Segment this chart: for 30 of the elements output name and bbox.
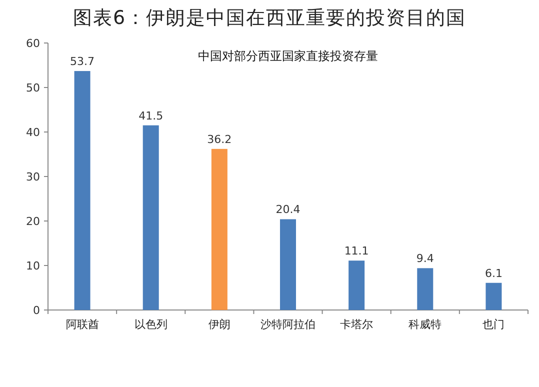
y-tick-label: 50 (26, 82, 40, 94)
data-label: 53.7 (70, 55, 95, 68)
bar (74, 71, 90, 310)
x-tick-label: 以色列 (134, 318, 168, 331)
bar (280, 219, 296, 310)
data-label: 6.1 (484, 266, 502, 280)
y-tick-label: 0 (33, 304, 40, 317)
bar (211, 148, 228, 310)
text: 中国对部分西亚国家直接投资存量 (198, 49, 378, 63)
y-tick-label: 40 (26, 126, 40, 139)
bar (417, 268, 434, 310)
y-tick-label: 20 (26, 215, 40, 228)
x-tick-label: 沙特阿拉伯 (260, 318, 316, 331)
data-label: 9.4 (416, 252, 434, 266)
data-label: 36.2 (207, 132, 232, 146)
bar (142, 125, 159, 310)
bar (486, 282, 502, 310)
x-tick-label: 阿联酋 (66, 318, 99, 331)
data-label: 20.4 (276, 203, 300, 216)
x-tick-label: 也门 (482, 318, 505, 331)
data-label: 41.5 (138, 109, 164, 122)
x-tick-label: 科威特 (408, 318, 442, 331)
y-tick-label: 30 (26, 170, 40, 184)
chart-title: 图表6：伊朗是中国在西亚重要的投资目的国 (72, 7, 466, 29)
x-tick-label: 伊朗 (208, 318, 230, 331)
bar (348, 260, 365, 310)
data-label: 11.1 (344, 244, 369, 258)
y-tick-label: 10 (26, 260, 40, 272)
y-tick-label: 60 (26, 37, 40, 50)
x-tick-label: 卡塔尔 (340, 318, 374, 331)
